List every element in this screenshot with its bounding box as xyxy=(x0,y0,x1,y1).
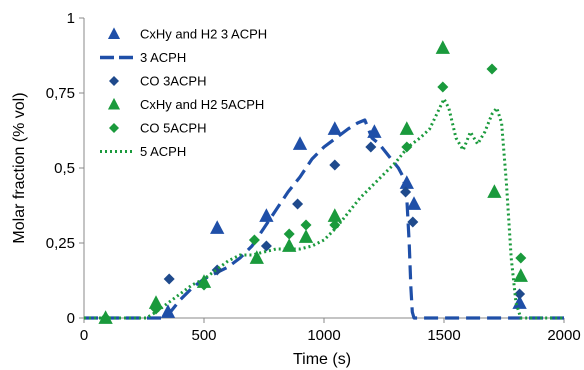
legend-item-5: 5 ACPH xyxy=(100,144,186,159)
x-tick-label: 2000 xyxy=(547,327,580,344)
legend-marker-diamond xyxy=(109,76,119,86)
data-point-diamond xyxy=(163,273,175,285)
axes: 0 500 1000 1500 2000 0 0,25 0,5 0,75 1 xyxy=(46,10,581,344)
data-point-diamond xyxy=(486,63,498,75)
data-point-diamond xyxy=(198,279,210,291)
data-point-triangle xyxy=(298,229,314,243)
data-point-diamond xyxy=(283,228,295,240)
series-line xyxy=(84,118,564,320)
y-tick-label: 0 xyxy=(67,310,75,327)
x-tick-label: 0 xyxy=(80,327,88,344)
y-tick-label: 0,25 xyxy=(46,235,75,252)
data-point-triangle xyxy=(512,295,527,309)
legend-item-2: CO 3ACPH xyxy=(109,74,206,89)
data-point-diamond xyxy=(260,240,272,252)
data-point-diamond xyxy=(437,81,449,93)
x-tick-label: 1000 xyxy=(307,327,340,344)
data-point-triangle xyxy=(487,184,502,198)
y-tick-label: 0,75 xyxy=(46,85,75,102)
legend-label: 5 ACPH xyxy=(140,144,186,159)
data-point-triangle xyxy=(399,175,414,189)
data-point-triangle xyxy=(210,220,225,234)
data-point-triangle xyxy=(259,208,274,222)
data-point-triangle xyxy=(327,208,342,222)
data-point-diamond xyxy=(300,219,312,231)
legend-label: CO 3ACPH xyxy=(140,74,206,89)
series-2 xyxy=(163,141,526,300)
legend-item-3: CxHy and H2 5ACPH xyxy=(107,97,264,112)
plot-area xyxy=(84,40,564,324)
legend-item-1: 3 ACPH xyxy=(100,50,186,65)
data-point-triangle xyxy=(160,304,176,318)
data-point-diamond xyxy=(292,198,304,210)
data-point-diamond xyxy=(515,252,527,264)
data-point-diamond xyxy=(407,216,419,228)
data-point-diamond xyxy=(329,159,341,171)
data-point-triangle xyxy=(406,196,422,210)
data-point-triangle xyxy=(513,268,528,282)
x-tick-label: 1500 xyxy=(427,327,460,344)
legend-item-4: CO 5ACPH xyxy=(109,121,206,136)
data-point-triangle xyxy=(148,295,164,309)
data-point-triangle xyxy=(249,250,264,264)
legend-marker-triangle xyxy=(107,97,121,110)
legend-label: CO 5ACPH xyxy=(140,121,206,136)
data-point-triangle xyxy=(292,136,308,150)
data-point-diamond xyxy=(365,141,377,153)
legend-item-0: CxHy and H2 3 ACPH xyxy=(107,27,267,42)
data-point-triangle xyxy=(327,121,342,135)
y-tick-label: 1 xyxy=(67,10,75,27)
legend-marker-triangle xyxy=(107,27,121,39)
data-point-diamond xyxy=(211,264,223,276)
series-1 xyxy=(84,118,564,320)
x-tick-label: 500 xyxy=(191,327,216,344)
legend-label: 3 ACPH xyxy=(140,50,186,65)
legend-label: CxHy and H2 5ACPH xyxy=(140,97,264,112)
data-point-diamond xyxy=(248,234,260,246)
data-point-triangle xyxy=(435,40,450,54)
y-axis-title: Molar fraction (% vol) xyxy=(11,92,28,243)
y-tick-label: 0,5 xyxy=(54,160,75,177)
data-point-triangle xyxy=(399,121,414,135)
data-point-diamond xyxy=(514,288,526,300)
legend: CxHy and H2 3 ACPH 3 ACPH CO 3ACPH CxHy and… xyxy=(100,27,267,159)
legend-label: CxHy and H2 3 ACPH xyxy=(140,27,267,42)
legend-marker-diamond xyxy=(109,123,119,133)
data-point-diamond xyxy=(400,186,412,198)
x-axis-title: Time (s) xyxy=(293,351,351,368)
